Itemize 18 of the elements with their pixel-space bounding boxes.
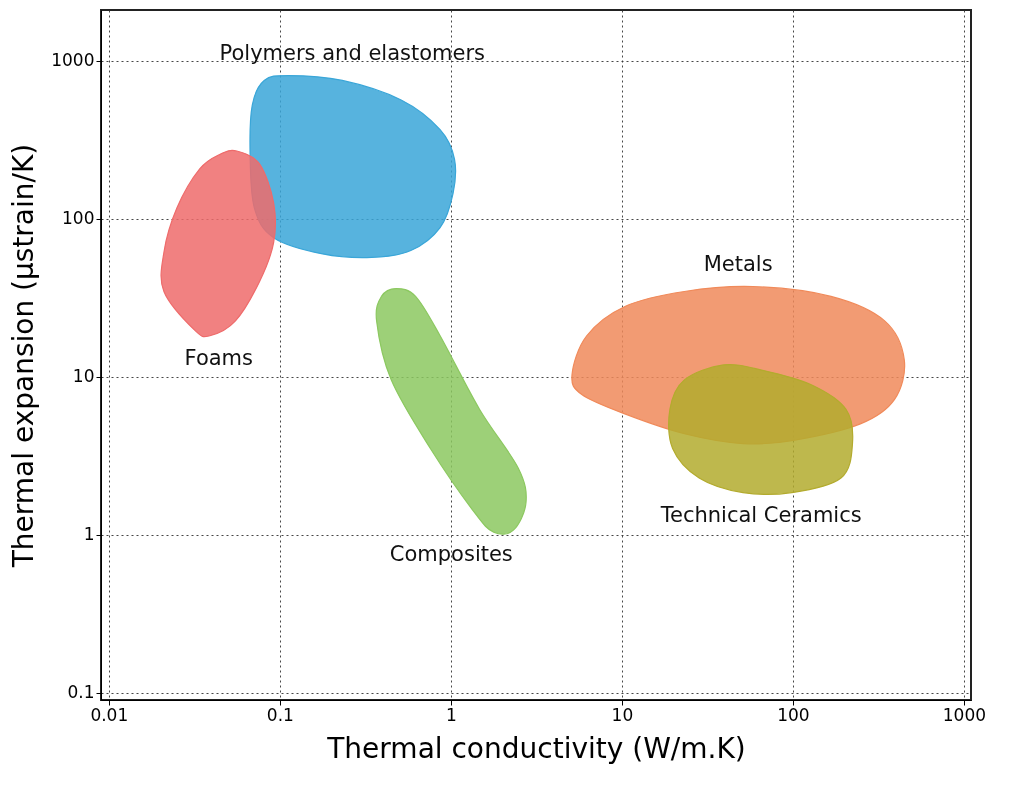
series-label: Foams — [184, 345, 254, 370]
x-tick-label: 1 — [445, 704, 457, 725]
y-tick-label: 100 — [62, 208, 95, 229]
x-tick-label: 0.01 — [90, 704, 129, 725]
series-label: Metals — [703, 251, 773, 276]
x-tick-label: 1000 — [942, 704, 987, 725]
y-tick-label: 1000 — [51, 50, 95, 71]
y-axis-title: Thermal expansion (µstrain/K) — [7, 143, 41, 569]
x-tick-label: 10 — [611, 704, 634, 725]
x-tick-label: 100 — [777, 704, 810, 725]
y-tick-label: 10 — [72, 366, 95, 387]
series-label: Composites — [389, 542, 513, 567]
series-label: Technical Ceramics — [659, 502, 862, 527]
y-tick-label: 0.1 — [67, 682, 95, 703]
x-tick-label: 0.1 — [266, 704, 294, 725]
x-axis-title: Thermal conductivity (W/m.K) — [326, 731, 746, 765]
series-label: Polymers and elastomers — [219, 40, 486, 65]
y-tick-label: 1 — [83, 524, 95, 545]
